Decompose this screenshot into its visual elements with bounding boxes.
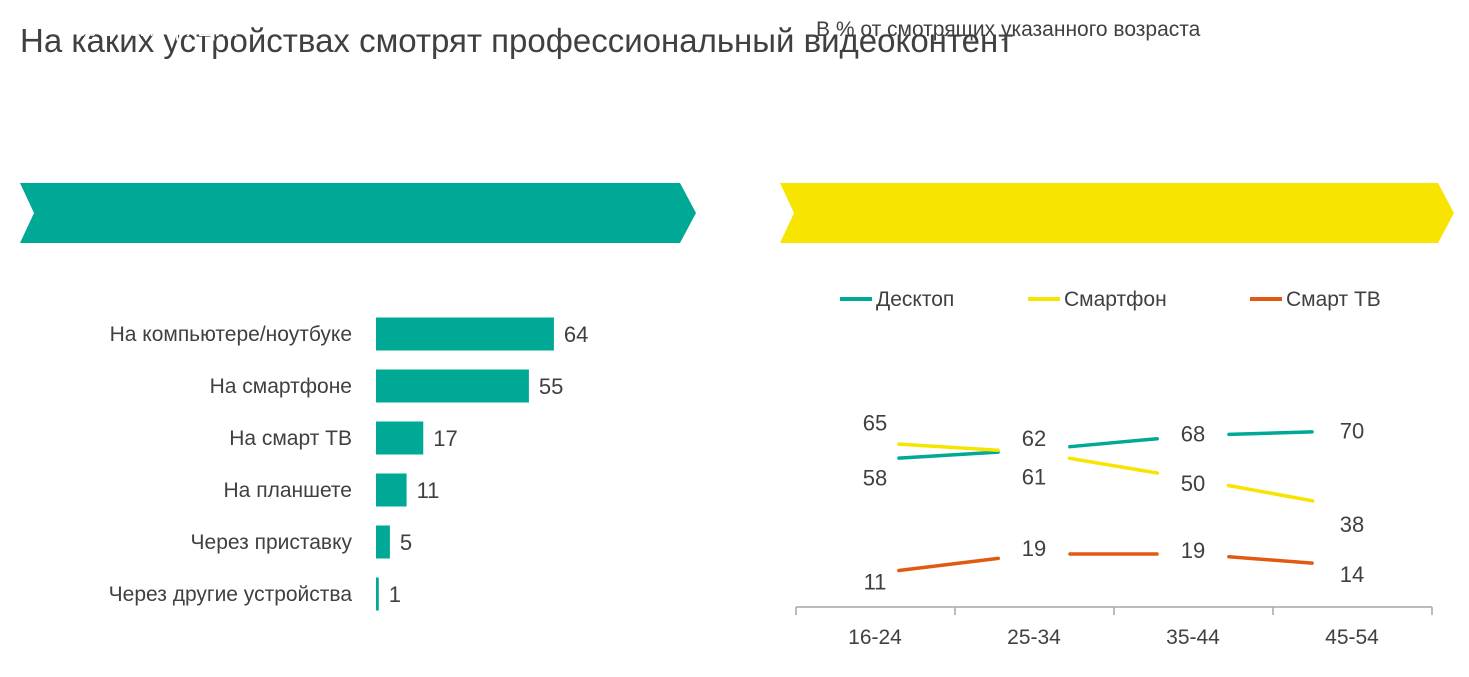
bar-value-label: 11 xyxy=(417,478,440,503)
bar-category-label: Через приставку xyxy=(191,531,353,554)
bar-value-label: 5 xyxy=(400,530,412,555)
data-label: 11 xyxy=(864,569,887,594)
bar-category-label: Через другие устройства xyxy=(109,583,353,606)
banner-right-label: В % от смотрящих указанного возраста xyxy=(816,18,1201,41)
x-tick-label: 25-34 xyxy=(1007,626,1061,649)
banner-left-label: В % от смотрящих xyxy=(58,18,238,41)
series-line xyxy=(1068,436,1159,449)
series-line xyxy=(1227,430,1314,437)
bar xyxy=(376,577,379,611)
data-label: 14 xyxy=(1340,562,1364,587)
bar-value-label: 55 xyxy=(539,374,563,399)
bar-value-label: 1 xyxy=(389,582,401,607)
bar-value-label: 17 xyxy=(433,426,457,451)
bar-category-label: На смарт ТВ xyxy=(229,427,352,450)
bar xyxy=(376,317,554,351)
x-tick-label: 16-24 xyxy=(848,626,902,649)
bar xyxy=(376,369,529,403)
data-label: 65 xyxy=(863,411,887,436)
data-label: 61 xyxy=(1022,464,1046,489)
legend-entry: Десктоп xyxy=(876,288,954,311)
data-label: 19 xyxy=(1181,538,1205,563)
page-title: На каких устройствах смотрят профессиона… xyxy=(20,22,1014,59)
series-line xyxy=(1067,456,1160,475)
series-line xyxy=(1227,555,1314,565)
bar-chart: На компьютере/ноутбуке 64 На смартфоне 55 На… xyxy=(109,317,588,611)
bar-category-label: На смартфоне xyxy=(210,375,352,398)
bar-value-label: 64 xyxy=(564,322,588,347)
bar xyxy=(376,525,390,559)
series-line xyxy=(1226,483,1315,503)
data-label: 70 xyxy=(1340,419,1364,444)
data-label: 62 xyxy=(1022,426,1046,451)
series-line xyxy=(897,556,1001,573)
data-label: 19 xyxy=(1022,536,1046,561)
banner-right xyxy=(780,183,1454,243)
line-chart: 16-24 25-34 35-44 45-54 Десктоп Смартфон Смарт… xyxy=(795,288,1433,649)
data-label: 58 xyxy=(863,466,887,491)
data-label: 38 xyxy=(1340,512,1364,537)
banner-left xyxy=(20,183,696,243)
x-tick-label: 35-44 xyxy=(1166,626,1220,649)
bar xyxy=(376,421,424,455)
series-line xyxy=(897,450,1000,460)
data-label: 50 xyxy=(1181,471,1205,496)
bar-category-label: На планшете xyxy=(224,479,352,502)
data-label: 68 xyxy=(1181,421,1205,446)
bar-category-label: На компьютере/ноутбуке xyxy=(110,323,352,346)
legend-entry: Смартфон xyxy=(1064,288,1167,311)
series-line xyxy=(897,442,1000,452)
bar xyxy=(376,473,407,507)
x-tick-label: 45-54 xyxy=(1325,626,1379,649)
legend-entry: Смарт ТВ xyxy=(1286,288,1381,311)
